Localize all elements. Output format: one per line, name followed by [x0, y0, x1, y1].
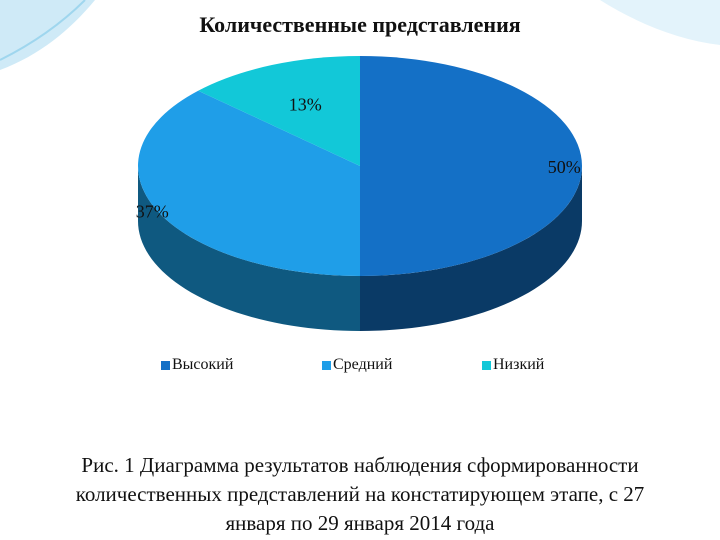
wave-line [0, 0, 86, 61]
legend-swatch-low [482, 360, 491, 370]
data-label-low: 13% [289, 94, 322, 114]
legend-swatch-medium [322, 360, 331, 370]
pie-labels: 50% 37% 13% [136, 94, 581, 221]
pie-slice-low [198, 56, 360, 166]
caption-line-1: Рис. 1 Диаграмма результатов наблюдения … [81, 453, 639, 477]
pie-slice-medium [138, 90, 360, 276]
legend-label-low: Низкий [493, 356, 545, 373]
pie-side-high [360, 166, 582, 331]
pie-slice-high [360, 56, 582, 276]
chart-title: Количественные представления [199, 12, 521, 37]
data-label-medium: 37% [136, 202, 169, 222]
pie-top [138, 56, 582, 276]
caption-line-3: января по 29 января 2014 года [225, 511, 495, 535]
legend-item-medium: Средний [322, 356, 392, 374]
legend-item-low: Низкий [482, 356, 544, 374]
pie-side-medium [138, 166, 360, 331]
legend-label-medium: Средний [333, 356, 393, 373]
wave-decoration-right [600, 0, 720, 45]
wave-decoration-left [0, 0, 95, 70]
legend-swatch-high [161, 360, 170, 370]
pie-sides [138, 166, 582, 331]
legend-label-high: Высокий [172, 356, 234, 373]
legend-item-high: Высокий [161, 356, 233, 374]
data-label-high: 50% [548, 157, 581, 177]
caption-line-2: количественных представлений на констати… [75, 482, 645, 506]
pie-chart: 50% 37% 13% [136, 56, 582, 331]
figure-caption: Рис. 1 Диаграмма результатов наблюдения … [20, 451, 700, 538]
chart-legend: Высокий Средний Низкий [0, 356, 720, 378]
